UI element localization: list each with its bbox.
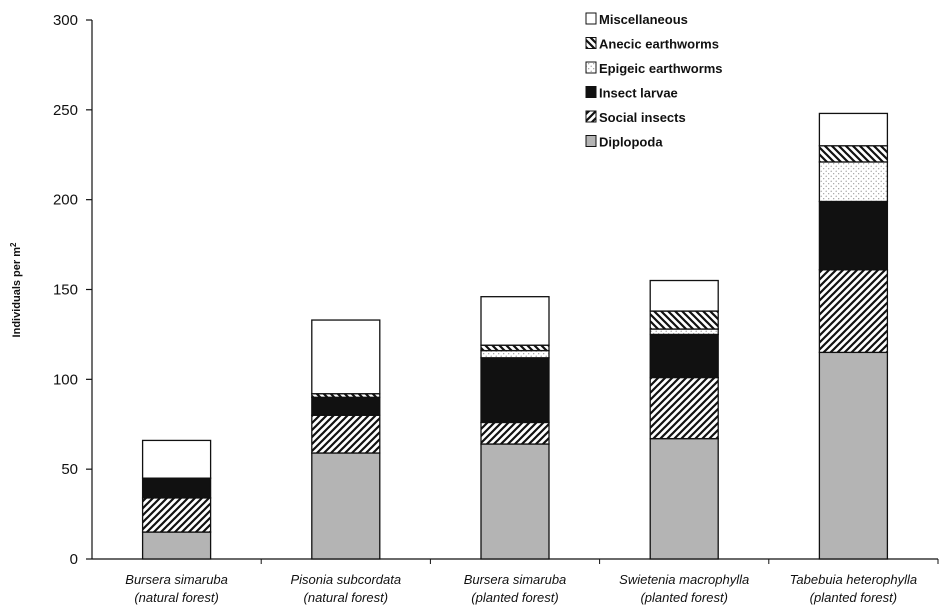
bar-segment-social-insects (311, 414, 381, 454)
y-tick-label: 300 (53, 12, 78, 29)
y-tick-label: 50 (61, 461, 78, 478)
bar-segment-diplopoda (649, 437, 719, 560)
bar-segment-social-insects (649, 376, 719, 440)
bar-segment-insect-larvae (818, 200, 889, 271)
legend-item-miscellaneous: Miscellaneous (585, 12, 688, 27)
legend-label: Anecic earthworms (599, 37, 719, 52)
legend-item-epigeic-earthworms: Epigeic earthworms (585, 61, 723, 76)
category-labels: Bursera simaruba (natural forest) Pisonia … (125, 572, 917, 605)
x-category-sublabel: (planted forest) (810, 590, 897, 605)
bar-segment-insect-larvae (141, 477, 212, 499)
legend-swatch (585, 110, 597, 123)
axes: 0 50 100 150 200 250 300 (53, 12, 939, 568)
y-tick-label: 250 (53, 102, 78, 119)
legend-item-anecic-earthworms: Anecic earthworms (585, 37, 719, 52)
x-category-label: Pisonia subcordata (291, 572, 402, 587)
bar-stack (480, 296, 550, 560)
legend-label: Social insects (599, 110, 686, 125)
bar-stack (818, 112, 889, 560)
bar-segment-epigeic-earthworms (649, 328, 719, 336)
bar-stack (649, 279, 719, 560)
bar-segment-epigeic-earthworms (480, 349, 550, 359)
x-category-label: Bursera simaruba (125, 572, 228, 587)
legend: Miscellaneous Anecic earthworms Epigeic ea… (585, 12, 723, 150)
legend-swatch (585, 12, 597, 25)
bar-segment-insect-larvae (649, 333, 719, 379)
x-category-sublabel: (natural forest) (134, 590, 219, 605)
y-tick-label: 150 (53, 282, 78, 299)
bar-segment-diplopoda (818, 351, 889, 560)
legend-item-diplopoda: Diplopoda (585, 135, 663, 150)
y-tick-label: 100 (53, 371, 78, 388)
legend-swatch (585, 86, 597, 98)
bar-segment-miscellaneous (311, 319, 381, 395)
legend-swatch (585, 37, 597, 49)
bar-segment-miscellaneous (649, 279, 719, 312)
bars (141, 112, 889, 560)
bar-segment-insect-larvae (480, 357, 550, 424)
x-category-label: Swietenia macrophylla (619, 572, 749, 587)
bar-stack (311, 319, 381, 560)
legend-item-insect-larvae: Insect larvae (585, 86, 678, 101)
legend-swatch (585, 135, 597, 147)
bar-segment-social-insects (141, 497, 212, 533)
legend-swatch (585, 61, 597, 74)
y-tick-label: 0 (70, 551, 78, 568)
bar-segment-diplopoda (311, 452, 381, 560)
bar-segment-epigeic-earthworms (818, 161, 889, 203)
bar-segment-anecic-earthworms (818, 145, 889, 163)
x-category-sublabel: (planted forest) (471, 590, 558, 605)
bar-segment-anecic-earthworms (649, 310, 719, 330)
legend-label: Miscellaneous (599, 12, 688, 27)
bar-segment-miscellaneous (480, 296, 550, 346)
x-category-label: Bursera simaruba (464, 572, 567, 587)
bar-segment-insect-larvae (311, 396, 381, 416)
bar-segment-miscellaneous (141, 439, 212, 479)
bar-stack (141, 439, 212, 560)
bar-segment-diplopoda (480, 443, 550, 560)
bar-segment-anecic-earthworms (480, 344, 550, 352)
bar-segment-social-insects (480, 421, 550, 445)
legend-label: Epigeic earthworms (599, 61, 723, 76)
x-category-sublabel: (planted forest) (640, 590, 727, 605)
bar-segment-miscellaneous (818, 112, 889, 147)
y-tick-label: 200 (53, 192, 78, 209)
x-category-sublabel: (natural forest) (304, 590, 389, 605)
bar-segment-diplopoda (141, 531, 212, 560)
legend-label: Diplopoda (599, 135, 663, 150)
bar-segment-social-insects (818, 269, 889, 354)
x-category-label: Tabebuia heterophylla (790, 572, 917, 587)
legend-label: Insect larvae (599, 86, 678, 101)
y-axis-label: Individuals per m2 (9, 242, 23, 337)
legend-item-social-insects: Social insects (585, 110, 686, 125)
